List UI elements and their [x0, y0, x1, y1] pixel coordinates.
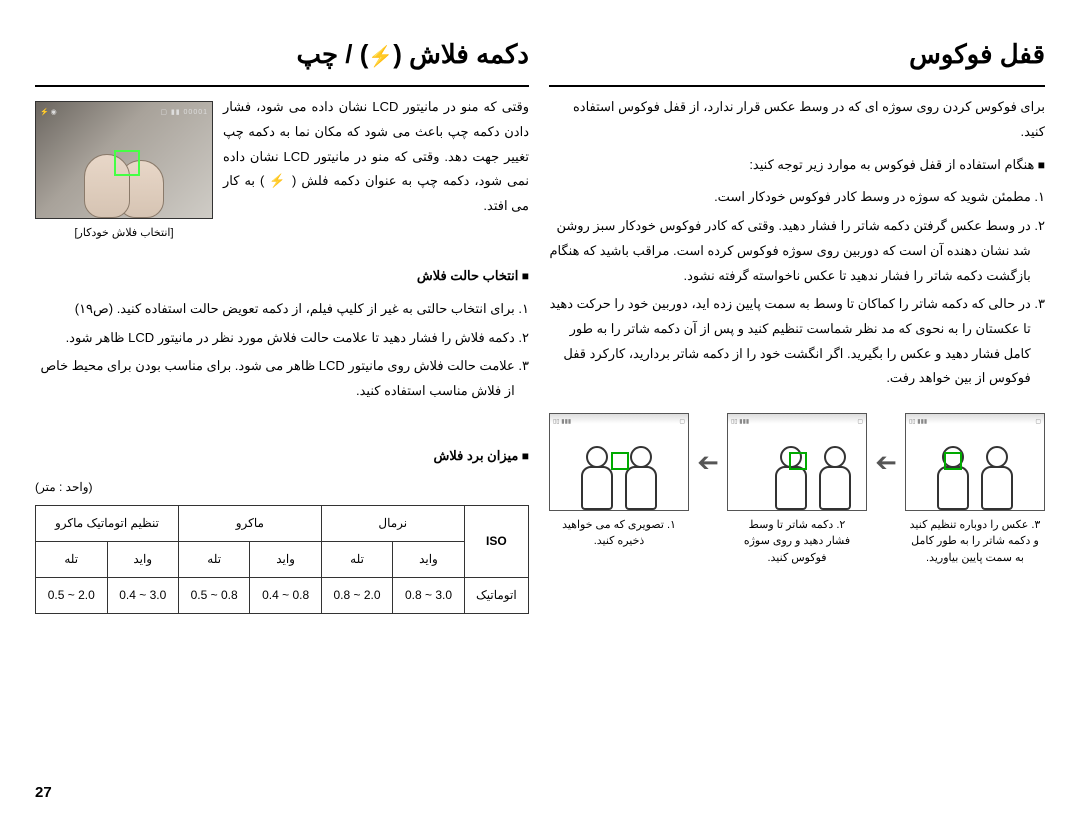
- td-val: 3.0 ~ 0.4: [107, 577, 178, 613]
- flash-sample-caption: [انتخاب فلاش خودکار]: [35, 223, 213, 244]
- illus-2-cap: ۲. دکمه شاتر تا وسط فشار دهید و روی سوژه…: [727, 517, 867, 567]
- td-val: 2.0 ~ 0.8: [321, 577, 392, 613]
- arrow-2-icon: ➔: [871, 413, 901, 511]
- flash-select-2: ۲. دکمه فلاش را فشار دهید تا علامت حالت …: [35, 326, 529, 351]
- illus-3-cap: ۳. عکس را دوباره تنظیم کنید و دکمه شاتر …: [905, 517, 1045, 567]
- th-tele: تله: [321, 542, 392, 578]
- td-val: 0.8 ~ 0.5: [178, 577, 249, 613]
- th-macro: ماکرو: [178, 506, 321, 542]
- flash-select-1: ۱. برای انتخاب حالتی به غیر از کلیپ فیلم…: [35, 297, 529, 322]
- table-row: واید تله واید تله واید تله: [36, 542, 529, 578]
- flash-unit: (واحد : متر): [35, 476, 529, 499]
- th-wide: واید: [393, 542, 464, 578]
- flash-sample-photo: ◉ ⚡ 00001 ▮▮ ▢ [انتخاب فلاش خودکار]: [35, 101, 213, 244]
- illus-2-box: ▢▮▮▮ ▯▯: [727, 413, 867, 511]
- flash-select-3: ۳. علامت حالت فلاش روی مانیتور LCD ظاهر …: [35, 354, 529, 403]
- arrow-1-icon: ➔: [693, 413, 723, 511]
- illus-1: ▢▮▮▮ ▯▯ ۱. تصویری که می خواهید ذخیره کنی…: [549, 413, 689, 550]
- table-row: ISO نرمال ماکرو تنظیم اتوماتیک ماکرو: [36, 506, 529, 542]
- page-number: 27: [35, 784, 52, 801]
- td-auto: اتوماتیک: [464, 577, 528, 613]
- illus-1-box: ▢▮▮▮ ▯▯: [549, 413, 689, 511]
- flash-range-table: ISO نرمال ماکرو تنظیم اتوماتیک ماکرو وای…: [35, 505, 529, 613]
- focus-step-1: ۱. مطمئن شوید که سوژه در وسط کادر فوکوس …: [549, 185, 1045, 210]
- focus-title: قفل فوکوس: [549, 30, 1045, 87]
- focus-step-3: ۳. در حالی که دکمه شاتر را کماکان تا وسط…: [549, 292, 1045, 391]
- illus-3-box: ▢▮▮▮ ▯▯: [905, 413, 1045, 511]
- td-val: 3.0 ~ 0.8: [393, 577, 464, 613]
- th-wide: واید: [107, 542, 178, 578]
- focus-illustration-row: ▢▮▮▮ ▯▯ ۱. تصویری که می خواهید ذخیره کنی…: [549, 413, 1045, 567]
- flash-title: دکمه فلاش (⚡) / چپ: [35, 30, 529, 87]
- focus-notes-head: هنگام استفاده از قفل فوکوس به موارد زیر …: [549, 153, 1045, 178]
- th-wide: واید: [250, 542, 321, 578]
- th-iso: ISO: [464, 506, 528, 578]
- td-val: 2.0 ~ 0.5: [36, 577, 108, 613]
- th-automacro: تنظیم اتوماتیک ماکرو: [36, 506, 179, 542]
- illus-2: ▢▮▮▮ ▯▯ ۲. دکمه شاتر تا وسط فشار دهید و …: [727, 413, 867, 567]
- illus-3: ▢▮▮▮ ▯▯ ۳. عکس را دوباره تنظیم کنید و دک…: [905, 413, 1045, 567]
- td-val: 0.8 ~ 0.4: [250, 577, 321, 613]
- th-tele: تله: [36, 542, 108, 578]
- flash-icon: ⚡: [368, 47, 393, 67]
- th-normal: نرمال: [321, 506, 464, 542]
- th-tele: تله: [178, 542, 249, 578]
- focus-step-2: ۲. در وسط عکس گرفتن دکمه شاتر را فشار ده…: [549, 214, 1045, 288]
- table-row: اتوماتیک 3.0 ~ 0.8 2.0 ~ 0.8 0.8 ~ 0.4 0…: [36, 577, 529, 613]
- focus-intro: برای فوکوس کردن روی سوژه ای که در وسط عک…: [549, 95, 1045, 144]
- illus-1-cap: ۱. تصویری که می خواهید ذخیره کنید.: [549, 517, 689, 550]
- flash-range-head: میزان برد فلاش: [35, 444, 529, 469]
- focus-lock-column: قفل فوکوس برای فوکوس کردن روی سوژه ای که…: [549, 30, 1045, 795]
- flash-select-head: انتخاب حالت فلاش: [35, 264, 529, 289]
- flash-column: دکمه فلاش (⚡) / چپ ◉ ⚡ 00001 ▮▮ ▢ [انتخا…: [35, 30, 529, 795]
